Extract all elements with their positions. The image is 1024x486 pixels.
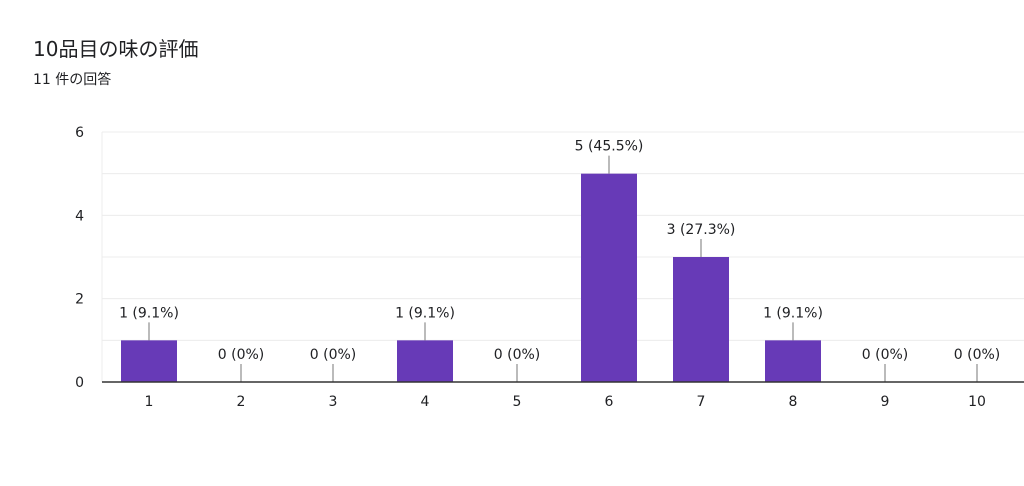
data-label: 1 (9.1%) — [395, 305, 455, 321]
data-label: 0 (0%) — [954, 347, 1001, 363]
data-label: 0 (0%) — [862, 347, 909, 363]
data-label: 3 (27.3%) — [667, 222, 736, 238]
y-tick-label: 2 — [75, 292, 84, 308]
y-tick-label: 4 — [75, 208, 84, 224]
x-tick-label: 7 — [697, 394, 706, 410]
response-count: 11 件の回答 — [33, 72, 112, 88]
bar — [581, 173, 637, 382]
x-tick-label: 3 — [329, 394, 338, 410]
x-tick-label: 9 — [881, 394, 890, 410]
data-label: 1 (9.1%) — [119, 305, 179, 321]
data-label: 0 (0%) — [218, 347, 265, 363]
data-label: 1 (9.1%) — [763, 305, 823, 321]
x-tick-label: 1 — [145, 394, 154, 410]
bar — [765, 340, 821, 382]
x-tick-label: 5 — [513, 394, 522, 410]
data-label: 5 (45.5%) — [575, 139, 644, 155]
x-tick-label: 2 — [237, 394, 246, 410]
y-tick-label: 0 — [75, 375, 84, 391]
data-label: 0 (0%) — [310, 347, 357, 363]
x-tick-label: 10 — [968, 394, 986, 410]
x-tick-label: 4 — [421, 394, 430, 410]
bar — [397, 340, 453, 382]
x-tick-label: 8 — [789, 394, 798, 410]
bar — [121, 340, 177, 382]
data-label: 0 (0%) — [494, 347, 541, 363]
x-tick-label: 6 — [605, 394, 614, 410]
y-tick-label: 6 — [75, 125, 84, 141]
bar — [673, 257, 729, 382]
chart-title: 10品目の味の評価 — [33, 37, 199, 61]
